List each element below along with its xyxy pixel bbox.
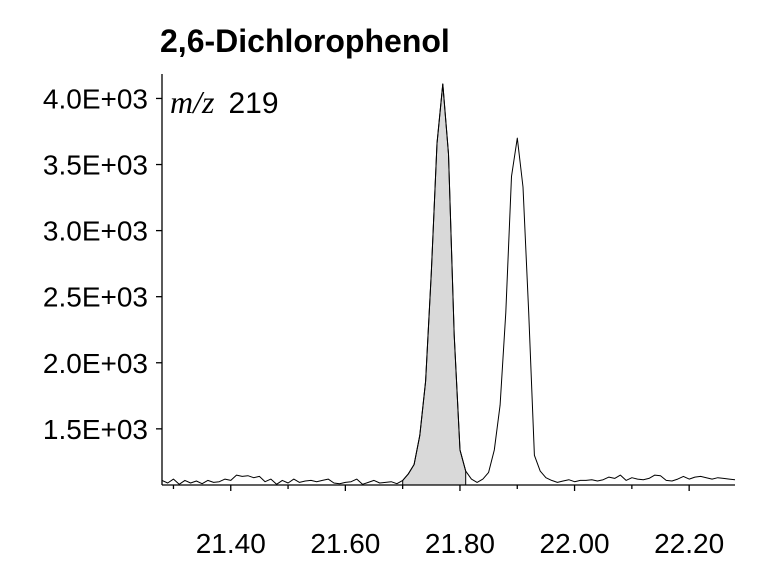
mz-annotation: m/z 219 xyxy=(170,84,279,120)
y-tick-label: 4.0E+03 xyxy=(43,83,148,114)
mz-annotation-value: 219 xyxy=(228,87,278,120)
x-tick-label: 21.80 xyxy=(425,528,495,559)
mz-annotation-italic: m/z xyxy=(170,84,215,120)
plot-area xyxy=(161,83,736,486)
shaded-peak-area xyxy=(402,83,467,486)
y-tick-label: 1.5E+03 xyxy=(43,414,148,445)
chromatogram-trace xyxy=(161,83,736,485)
x-tick-label: 21.60 xyxy=(310,528,380,559)
x-tick-label: 22.00 xyxy=(540,528,610,559)
y-tick-label: 2.0E+03 xyxy=(43,348,148,379)
y-tick-label: 2.5E+03 xyxy=(43,282,148,313)
axes: 1.5E+03 2.0E+03 2.5E+03 3.0E+03 3.5E+03 4.0E+… xyxy=(43,74,735,559)
y-tick-label: 3.5E+03 xyxy=(43,150,148,181)
x-tick-label: 21.40 xyxy=(196,528,266,559)
x-tick-label: 22.20 xyxy=(654,528,724,559)
chart-title: 2,6-Dichlorophenol xyxy=(160,23,450,59)
y-tick-label: 3.0E+03 xyxy=(43,216,148,247)
